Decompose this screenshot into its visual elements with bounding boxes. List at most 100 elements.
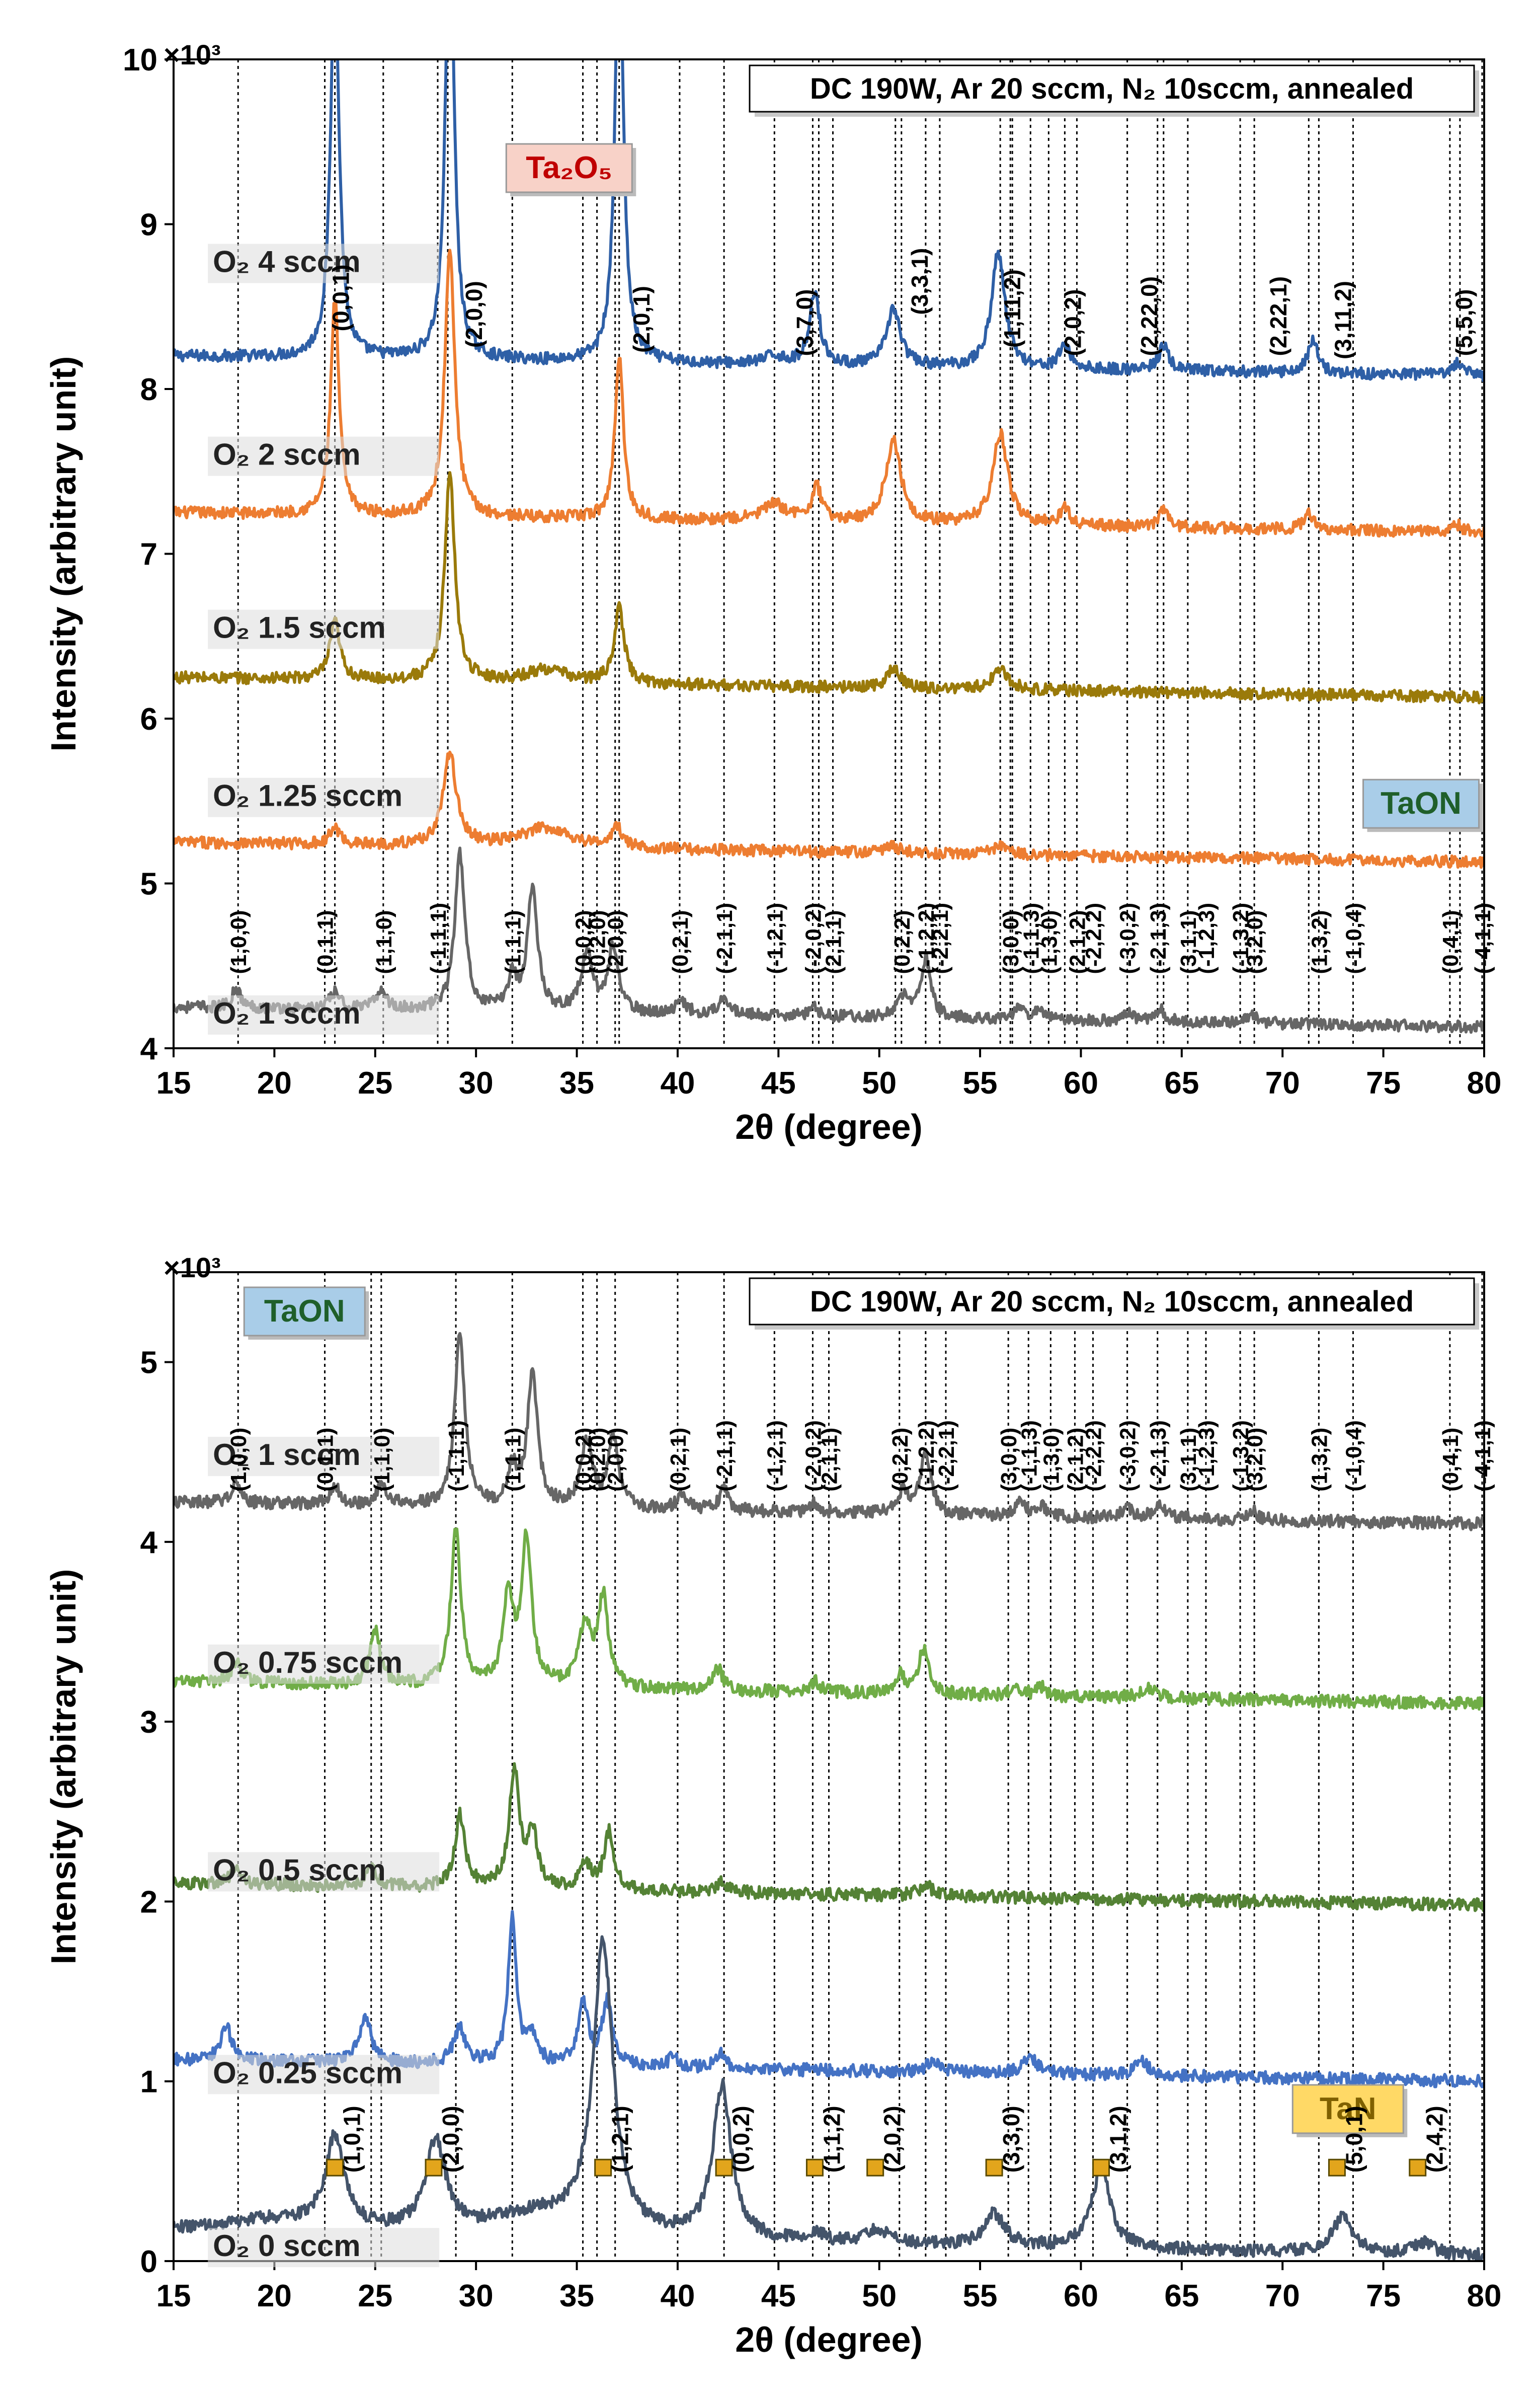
series-label: O₂ 0.75 sccm — [213, 1646, 402, 1679]
hkl-label: (3,1,1) — [1176, 910, 1201, 974]
hkl-label: (3,1,1) — [1176, 1428, 1201, 1492]
phase-label: TaN — [1320, 2091, 1376, 2126]
hkl-label: (-2,0,2) — [801, 903, 826, 974]
x-tick-label: 50 — [862, 1066, 897, 1101]
hkl-label: (0,2,0) — [586, 1428, 610, 1492]
y-tick-label: 4 — [140, 1525, 158, 1560]
series-label: O₂ 0 sccm — [213, 2229, 361, 2263]
hkl-label: (3,1,2) — [1105, 2106, 1131, 2173]
hkl-label: (2,22,1) — [1265, 276, 1291, 356]
x-tick-label: 20 — [257, 1066, 292, 1101]
y-tick-label: 8 — [140, 372, 157, 407]
hkl-label: (3,2,0) — [1243, 910, 1267, 974]
hkl-label: (1,1,1) — [501, 910, 525, 974]
x-tick-label: 60 — [1064, 1066, 1098, 1101]
hkl-label: (2,0,0) — [461, 281, 487, 348]
hkl-label: (3,3,0) — [998, 2106, 1024, 2173]
hkl-label: (-3,0,2) — [1116, 1420, 1141, 1492]
x-axis-title: 2θ (degree) — [735, 1107, 922, 1146]
tan-marker — [594, 2158, 612, 2177]
condition-label: DC 190W, Ar 20 sccm, N₂ 10sccm, annealed — [810, 72, 1414, 105]
x-tick-label: 80 — [1467, 2279, 1502, 2313]
hkl-label: (2,1,1) — [818, 1428, 842, 1492]
y-tick-label: 5 — [140, 867, 157, 902]
y-tick-label: 7 — [140, 537, 157, 572]
series-line — [174, 471, 1484, 705]
hkl-label: (1,0,0) — [226, 910, 251, 974]
x-tick-label: 30 — [459, 1066, 494, 1101]
condition-box — [749, 64, 1475, 113]
hkl-label: (-2,2,1) — [934, 1420, 959, 1492]
reference-lines — [237, 59, 1483, 1048]
hkl-label: (5,5,0) — [1451, 289, 1477, 356]
x-tick-label: 30 — [459, 2279, 494, 2313]
hkl-label: (-1,2,1) — [763, 903, 787, 974]
hkl-label: (2,1,1) — [822, 910, 846, 974]
series-label-bg — [208, 1644, 440, 1684]
hkl-label: (0,0,2) — [728, 2106, 754, 2173]
y-tick-label: 4 — [140, 1032, 158, 1066]
phase-label-box — [1362, 779, 1480, 829]
hkl-label: (-4,1,1) — [1471, 1420, 1495, 1492]
hkl-label: (3,0,0) — [997, 1428, 1021, 1492]
hkl-label: (0,0,1) — [328, 264, 354, 331]
tan-marker — [425, 2158, 443, 2177]
hkl-label: (0,4,1) — [1438, 910, 1463, 974]
hkl-label: (-1,3,2) — [1229, 903, 1253, 974]
condition-label: DC 190W, Ar 20 sccm, N₂ 10sccm, annealed — [810, 1285, 1414, 1318]
series-label-bg — [208, 244, 440, 283]
tan-marker — [985, 2158, 1003, 2177]
hkl-label: (3,0,0) — [999, 910, 1023, 974]
hkl-label: (3,2,0) — [1243, 1428, 1267, 1492]
tan-marker — [1328, 2158, 1346, 2177]
tan-marker — [326, 2158, 344, 2177]
hkl-label: (1,0,1) — [339, 2106, 365, 2173]
hkl-label: (-1,3,2) — [1229, 1420, 1253, 1492]
x-tick-label: 40 — [660, 1066, 695, 1101]
x-axis-title: 2θ (degree) — [735, 2320, 922, 2359]
tan-marker — [1409, 2158, 1427, 2177]
hkl-label: (-1,1,3) — [1019, 903, 1043, 974]
series-label-bg — [208, 995, 440, 1035]
hkl-label: (-1,1,3) — [1017, 1420, 1041, 1492]
series-line — [174, 1332, 1484, 1531]
hkl-label: (-2,1,3) — [1146, 1420, 1171, 1492]
hkl-label: (-3,0,2) — [1116, 903, 1141, 974]
x-tick-label: 70 — [1265, 2279, 1300, 2313]
series-line — [174, 750, 1484, 869]
hkl-label: (-2,1,1) — [712, 903, 737, 974]
hkl-label: (1,0,0) — [226, 1428, 251, 1492]
x-tick-label: 40 — [660, 2279, 695, 2313]
x-tick-label: 65 — [1164, 1066, 1199, 1101]
phase-label: TaON — [264, 1294, 345, 1329]
x-tick-label: 75 — [1366, 1066, 1401, 1101]
series-label-bg — [208, 2228, 440, 2268]
x-tick-label: 15 — [156, 1066, 191, 1101]
y-tick-label: 10 — [123, 43, 157, 78]
x-tick-label: 45 — [761, 1066, 796, 1101]
hkl-label: (0,2,1) — [668, 910, 693, 974]
hkl-label: (3,11,2) — [1330, 281, 1356, 359]
series-label-bg — [208, 436, 440, 476]
hkl-label: (0,1,1) — [313, 910, 338, 974]
series-label: O₂ 1 sccm — [213, 996, 361, 1030]
plot-frame — [173, 58, 1485, 1049]
hkl-label: (1,3,0) — [1039, 1428, 1064, 1492]
y-tick-label: 2 — [140, 1885, 157, 1919]
x-tick-label: 60 — [1064, 2279, 1098, 2313]
hkl-label: (2,1,2) — [1065, 910, 1090, 974]
hkl-label: (-1,2,1) — [763, 1420, 787, 1492]
hkl-label: (-2,2,2) — [1082, 903, 1106, 974]
phase-label-box — [1291, 2084, 1404, 2134]
hkl-label: (0,2,0) — [586, 910, 610, 974]
y-tick-label: 5 — [140, 1346, 157, 1380]
tan-marker — [805, 2158, 824, 2177]
x-tick-label: 70 — [1265, 1066, 1300, 1101]
hkl-label: (-2,2,2) — [1082, 1420, 1106, 1492]
y-tick-label: 0 — [140, 2244, 157, 2279]
hkl-label: (0,4,1) — [1438, 1428, 1463, 1492]
hkl-label: (-2,0,2) — [801, 1420, 826, 1492]
series-line — [174, 59, 1484, 382]
